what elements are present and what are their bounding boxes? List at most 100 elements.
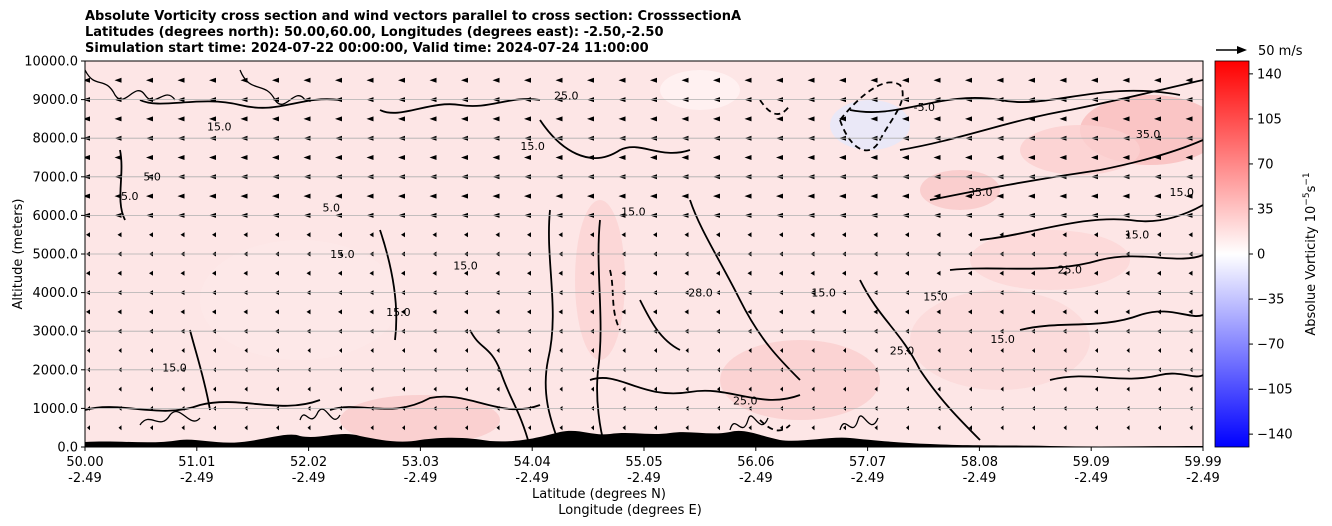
wind-vector <box>807 155 815 160</box>
wind-vector <box>306 309 311 315</box>
vorticity-field <box>200 70 1203 445</box>
wind-vector <box>180 309 185 315</box>
wind-vector <box>335 116 342 122</box>
colorbar-tick-label: 70 <box>1257 157 1274 172</box>
wind-vector <box>366 155 374 160</box>
y-tick-label: 7000.0 <box>33 170 79 185</box>
wind-vector <box>968 309 972 315</box>
wind-vector <box>272 116 279 122</box>
contour-label: 28.0 <box>688 286 713 299</box>
wind-vector <box>965 77 972 83</box>
contour-label: 15.0 <box>453 259 478 272</box>
wind-vector <box>842 232 846 238</box>
x-axis-label-latitude: Latitude (degrees N) <box>532 487 666 502</box>
wind-vector <box>528 348 531 353</box>
wind-vector <box>465 425 468 431</box>
wind-vector <box>338 270 342 276</box>
wind-vector <box>653 232 657 238</box>
wind-vector <box>559 386 563 392</box>
wind-vector <box>905 309 909 315</box>
colorbar-tick-label: −140 <box>1257 428 1293 443</box>
wind-vector <box>807 193 815 199</box>
wind-vector <box>432 270 437 276</box>
x-tick-label-lon: -2.49 <box>627 471 661 486</box>
wind-vector <box>555 77 563 83</box>
wind-vector <box>461 193 468 199</box>
wind-vector <box>1032 348 1035 353</box>
wind-vector <box>713 155 720 160</box>
wind-vector <box>149 270 153 276</box>
wind-vector <box>366 77 374 83</box>
contour-label: 15.0 <box>990 333 1015 346</box>
contour-label: 5.0 <box>143 171 161 184</box>
x-tick-label-lat: 51.01 <box>178 455 215 470</box>
wind-vector <box>681 116 689 122</box>
colorbar-tick-label: −70 <box>1257 338 1284 353</box>
wind-vector <box>366 116 374 122</box>
wind-vector <box>272 193 279 199</box>
wind-vector <box>779 232 783 238</box>
wind-vector <box>1157 270 1161 276</box>
contour-label: 5.0 <box>322 202 340 215</box>
wind-vector <box>780 425 783 431</box>
wind-vector <box>527 309 531 315</box>
wind-vector <box>465 348 468 353</box>
wind-vector <box>369 232 374 238</box>
wind-vector <box>843 425 846 431</box>
wind-vector <box>1062 309 1067 315</box>
wind-vector <box>177 193 185 199</box>
wind-vector <box>1158 386 1161 392</box>
wind-vector <box>1185 116 1193 122</box>
wind-vector <box>653 270 657 276</box>
wind-vector <box>276 386 279 392</box>
wind-vector <box>780 348 783 353</box>
wind-vector <box>1059 193 1067 199</box>
x-tick-label-lat: 50.00 <box>66 455 103 470</box>
wind-vector <box>839 155 846 160</box>
wind-vector <box>146 193 153 199</box>
colorbar-tick-label: −35 <box>1257 293 1284 308</box>
wind-vector <box>398 77 405 83</box>
wind-vector <box>684 270 689 276</box>
wind-vector <box>1094 232 1098 238</box>
wind-vector <box>590 309 594 315</box>
wind-vector <box>209 116 216 122</box>
quiver-key: 50 m/s <box>1216 44 1303 59</box>
wind-vector <box>810 309 815 315</box>
wind-vector <box>902 155 909 160</box>
wind-vectors <box>85 77 1193 431</box>
wind-vector <box>114 193 122 199</box>
wind-vector <box>1031 232 1035 238</box>
wind-vector <box>401 270 405 276</box>
wind-vector <box>621 270 626 276</box>
wind-vector <box>1032 425 1035 431</box>
wind-vector <box>999 232 1004 238</box>
wind-vector <box>590 232 594 238</box>
wind-vector <box>999 309 1004 315</box>
wind-vector <box>527 270 531 276</box>
wind-vector <box>717 425 720 431</box>
x-tick-label-lon: -2.49 <box>515 471 549 486</box>
wind-vector <box>1063 386 1067 392</box>
wind-vector <box>1000 425 1004 431</box>
wind-vector <box>996 116 1004 122</box>
contour-label: 25.0 <box>1058 263 1083 276</box>
wind-vector <box>1154 193 1161 199</box>
wind-vector <box>1157 309 1161 315</box>
contour-label: 25.0 <box>733 395 758 408</box>
y-tick-label: 8000.0 <box>33 132 79 147</box>
wind-vector <box>432 232 437 238</box>
contour-label: 15.0 <box>520 140 545 153</box>
x-tick-label-lon: -2.49 <box>68 471 102 486</box>
wind-vector <box>398 193 405 199</box>
wind-vector <box>209 193 216 199</box>
wind-vector <box>212 232 216 238</box>
wind-vector <box>433 386 437 392</box>
wind-vector <box>811 348 815 353</box>
wind-vector <box>681 193 689 199</box>
wind-vector <box>464 270 468 276</box>
wind-vector <box>559 425 563 431</box>
wind-vector <box>85 116 90 122</box>
y-axis-ticks: 0.0 1000.0 2000.0 3000.0 4000.0 5000.0 6000.0 7… <box>24 55 85 456</box>
wind-vector <box>1185 77 1193 83</box>
